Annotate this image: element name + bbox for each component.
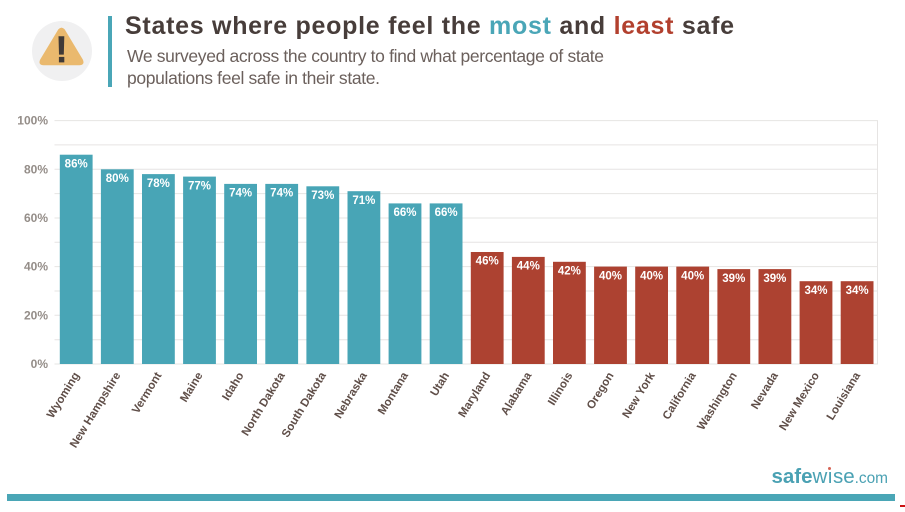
- svg-text:20%: 20%: [24, 308, 48, 322]
- svg-text:Idaho: Idaho: [220, 370, 246, 402]
- svg-text:78%: 78%: [147, 178, 170, 190]
- svg-text:South Dakota: South Dakota: [280, 370, 329, 440]
- svg-text:Washington: Washington: [695, 370, 739, 432]
- svg-text:39%: 39%: [722, 273, 745, 285]
- svg-text:74%: 74%: [229, 188, 252, 200]
- svg-text:77%: 77%: [188, 180, 211, 192]
- svg-text:Utah: Utah: [429, 370, 453, 398]
- svg-text:66%: 66%: [435, 207, 458, 219]
- svg-text:60%: 60%: [24, 211, 48, 225]
- svg-text:80%: 80%: [106, 173, 129, 185]
- svg-text:73%: 73%: [311, 190, 334, 202]
- svg-text:Maryland: Maryland: [457, 370, 494, 419]
- svg-text:Illinois: Illinois: [546, 370, 575, 407]
- svg-text:46%: 46%: [476, 256, 499, 268]
- svg-text:74%: 74%: [270, 188, 293, 200]
- svg-text:New York: New York: [621, 370, 658, 421]
- svg-text:80%: 80%: [24, 162, 48, 176]
- svg-text:California: California: [661, 370, 699, 422]
- svg-text:39%: 39%: [763, 273, 786, 285]
- svg-text:71%: 71%: [352, 195, 375, 207]
- svg-text:Montana: Montana: [376, 370, 411, 417]
- svg-text:Maine: Maine: [178, 370, 205, 404]
- svg-text:86%: 86%: [65, 158, 88, 170]
- svg-text:100%: 100%: [17, 114, 48, 128]
- svg-text:Louisiana: Louisiana: [825, 370, 864, 423]
- svg-text:North Dakota: North Dakota: [240, 370, 288, 438]
- svg-text:Alabama: Alabama: [499, 370, 535, 418]
- svg-text:Wyoming: Wyoming: [45, 370, 82, 420]
- svg-text:New Mexico: New Mexico: [777, 370, 822, 432]
- svg-text:Nevada: Nevada: [749, 370, 781, 412]
- svg-text:34%: 34%: [846, 285, 869, 297]
- svg-text:34%: 34%: [804, 285, 827, 297]
- svg-text:40%: 40%: [599, 270, 622, 282]
- svg-text:Oregon: Oregon: [585, 370, 617, 411]
- svg-text:66%: 66%: [393, 207, 416, 219]
- svg-text:Nebraska: Nebraska: [333, 370, 371, 421]
- svg-text:40%: 40%: [640, 270, 663, 282]
- svg-text:40%: 40%: [681, 270, 704, 282]
- svg-text:44%: 44%: [517, 261, 540, 273]
- svg-text:40%: 40%: [24, 260, 48, 274]
- svg-text:Vermont: Vermont: [130, 370, 164, 416]
- svg-text:0%: 0%: [31, 357, 49, 371]
- svg-text:42%: 42%: [558, 266, 581, 278]
